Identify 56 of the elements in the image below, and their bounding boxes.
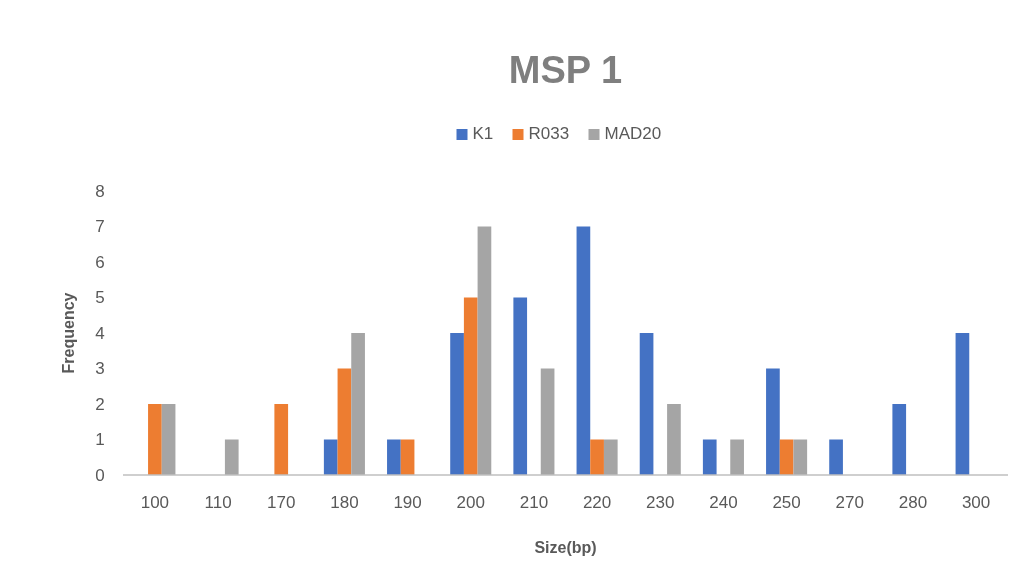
bar (161, 404, 176, 475)
y-tick-label: 3 (95, 359, 105, 379)
x-tick-label: 200 (456, 493, 485, 512)
x-tick-label: 220 (582, 493, 612, 512)
x-tick-label: 240 (709, 493, 738, 512)
bar (463, 297, 478, 475)
bar (450, 333, 464, 475)
bar (323, 439, 338, 475)
bar (590, 439, 604, 475)
bar (274, 404, 289, 475)
bar (730, 439, 744, 475)
bar (702, 439, 717, 475)
x-tick-label: 100 (140, 493, 170, 512)
y-tick-label: 4 (95, 323, 105, 343)
x-axis-title: Size(bp) (534, 539, 597, 556)
x-tick-label: 250 (772, 493, 801, 512)
y-tick-label: 1 (95, 430, 105, 450)
bar (793, 439, 808, 475)
bar (477, 226, 492, 475)
bar (603, 439, 618, 475)
x-tick-label: 110 (204, 493, 232, 512)
bar (639, 333, 654, 475)
bar (892, 404, 907, 475)
bar (667, 404, 681, 475)
bar (829, 439, 843, 475)
x-tick-label: 300 (961, 493, 991, 512)
y-tick-label: 8 (95, 181, 105, 201)
bar (387, 439, 401, 475)
x-tick-label: 180 (330, 493, 359, 512)
legend-label: MAD20 (604, 123, 662, 143)
bar (955, 333, 970, 475)
x-tick-label: 210 (519, 493, 549, 512)
y-tick-label: 2 (95, 394, 105, 414)
x-tick-label: 170 (267, 493, 296, 512)
bar (779, 439, 794, 475)
y-tick-label: 0 (95, 465, 105, 485)
bar (766, 368, 780, 475)
x-tick-label: 230 (646, 493, 675, 512)
legend-label: R033 (528, 123, 570, 143)
bar (540, 368, 555, 475)
y-tick-label: 5 (95, 288, 105, 308)
y-tick-label: 6 (95, 252, 105, 272)
bar (576, 226, 591, 475)
bar (337, 368, 352, 475)
x-tick-label: 270 (835, 493, 864, 512)
chart-title: MSP 1 (508, 49, 623, 91)
y-axis-title: Frequency (60, 292, 77, 374)
x-tick-label: 280 (898, 493, 928, 512)
bar (400, 439, 415, 475)
x-tick-label: 190 (393, 493, 422, 512)
y-tick-label: 7 (95, 217, 105, 237)
legend-label: K1 (472, 123, 494, 143)
bar (351, 333, 365, 475)
bar (513, 297, 528, 475)
bar (148, 404, 162, 475)
bar (224, 439, 239, 475)
